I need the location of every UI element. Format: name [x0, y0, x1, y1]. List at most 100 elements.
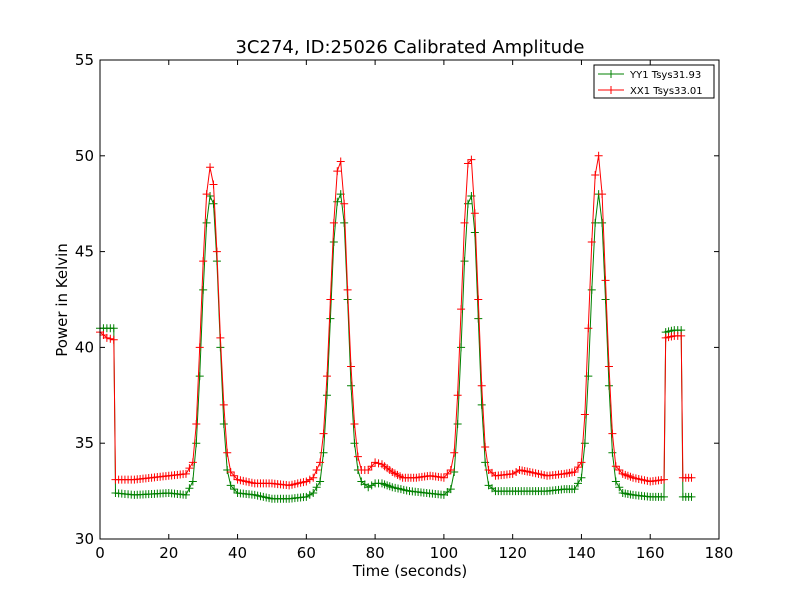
data-point	[305, 490, 314, 499]
x-tick-label: 20	[159, 544, 178, 562]
data-point	[467, 155, 476, 164]
data-point	[319, 429, 328, 438]
data-point	[460, 218, 469, 227]
x-tick-label: 120	[498, 544, 527, 562]
data-point	[199, 285, 208, 294]
data-point	[446, 485, 455, 494]
series-markers	[96, 190, 696, 503]
chart-title: 3C274, ID:25026 Calibrated Amplitude	[235, 37, 584, 58]
data-point	[219, 420, 228, 429]
data-point	[199, 257, 208, 266]
y-tick-label: 40	[75, 338, 94, 356]
data-point	[570, 485, 579, 494]
data-point	[457, 343, 466, 352]
legend-marker-yy1	[607, 70, 615, 78]
data-point	[481, 443, 490, 452]
data-point	[477, 381, 486, 390]
data-point	[326, 314, 335, 323]
data-point	[230, 471, 239, 480]
data-point	[587, 238, 596, 247]
data-point	[230, 485, 239, 494]
x-tick-label: 0	[95, 544, 105, 562]
data-point	[450, 467, 459, 476]
data-point	[102, 333, 111, 342]
data-point	[470, 209, 479, 218]
data-point	[350, 420, 359, 429]
x-tick-label: 100	[430, 544, 459, 562]
data-point	[687, 492, 696, 501]
data-point	[594, 151, 603, 160]
data-point	[659, 475, 668, 484]
data-point	[309, 473, 318, 482]
data-point	[453, 391, 462, 400]
x-tick-label: 60	[297, 544, 316, 562]
data-point	[598, 190, 607, 199]
data-point	[601, 276, 610, 285]
data-point	[316, 458, 325, 467]
data-point	[340, 218, 349, 227]
data-point	[584, 372, 593, 381]
data-point	[188, 477, 197, 486]
data-point	[302, 477, 311, 486]
data-point	[470, 228, 479, 237]
legend-marker-xx1	[607, 86, 615, 94]
data-point	[367, 462, 376, 471]
data-point	[453, 420, 462, 429]
data-point	[226, 481, 235, 490]
data-point	[343, 285, 352, 294]
data-point	[322, 391, 331, 400]
data-point	[209, 199, 218, 208]
x-tick-label: 140	[567, 544, 596, 562]
data-point	[336, 157, 345, 166]
data-point	[580, 439, 589, 448]
data-point	[216, 333, 225, 342]
data-point	[347, 381, 356, 390]
data-point	[439, 473, 448, 482]
data-point	[463, 159, 472, 168]
y-axis-label: Power in Kelvin	[53, 243, 71, 357]
data-point	[591, 170, 600, 179]
data-point	[195, 343, 204, 352]
data-point	[329, 218, 338, 227]
x-tick-label: 180	[705, 544, 734, 562]
data-point	[188, 458, 197, 467]
legend-label-xx1: XX1 Tsys33.01	[630, 86, 703, 97]
data-point	[350, 439, 359, 448]
data-point	[206, 192, 215, 201]
data-point	[192, 420, 201, 429]
data-point	[474, 295, 483, 304]
data-point	[302, 492, 311, 501]
data-point	[446, 466, 455, 475]
data-point	[333, 197, 342, 206]
data-point	[195, 372, 204, 381]
series-layer	[96, 151, 696, 503]
data-point	[312, 466, 321, 475]
data-point	[364, 466, 373, 475]
data-point	[347, 362, 356, 371]
data-point	[185, 484, 194, 493]
data-point	[212, 247, 221, 256]
data-point	[206, 163, 215, 172]
data-point	[570, 467, 579, 476]
legend-box	[593, 64, 715, 99]
data-point	[106, 334, 115, 343]
y-tick-label: 55	[75, 51, 94, 69]
data-point	[608, 448, 617, 457]
data-point	[181, 490, 190, 499]
ticks-layer: 0 20 40 60 80 100 120 140 160 180 30 35 40 45 50 55	[75, 51, 733, 562]
data-point	[615, 483, 624, 492]
x-tick-label: 40	[228, 544, 247, 562]
y-tick-label: 35	[75, 434, 94, 452]
data-point	[574, 463, 583, 472]
legend-label-yy1: YY1 Tsys31.93	[629, 70, 701, 81]
data-point	[223, 448, 232, 457]
data-point	[202, 218, 211, 227]
data-point	[512, 467, 521, 476]
data-point	[687, 473, 696, 482]
data-point	[305, 475, 314, 484]
data-point	[574, 479, 583, 488]
data-point	[202, 190, 211, 199]
data-point	[457, 305, 466, 314]
data-point	[611, 477, 620, 486]
data-point	[192, 439, 201, 448]
